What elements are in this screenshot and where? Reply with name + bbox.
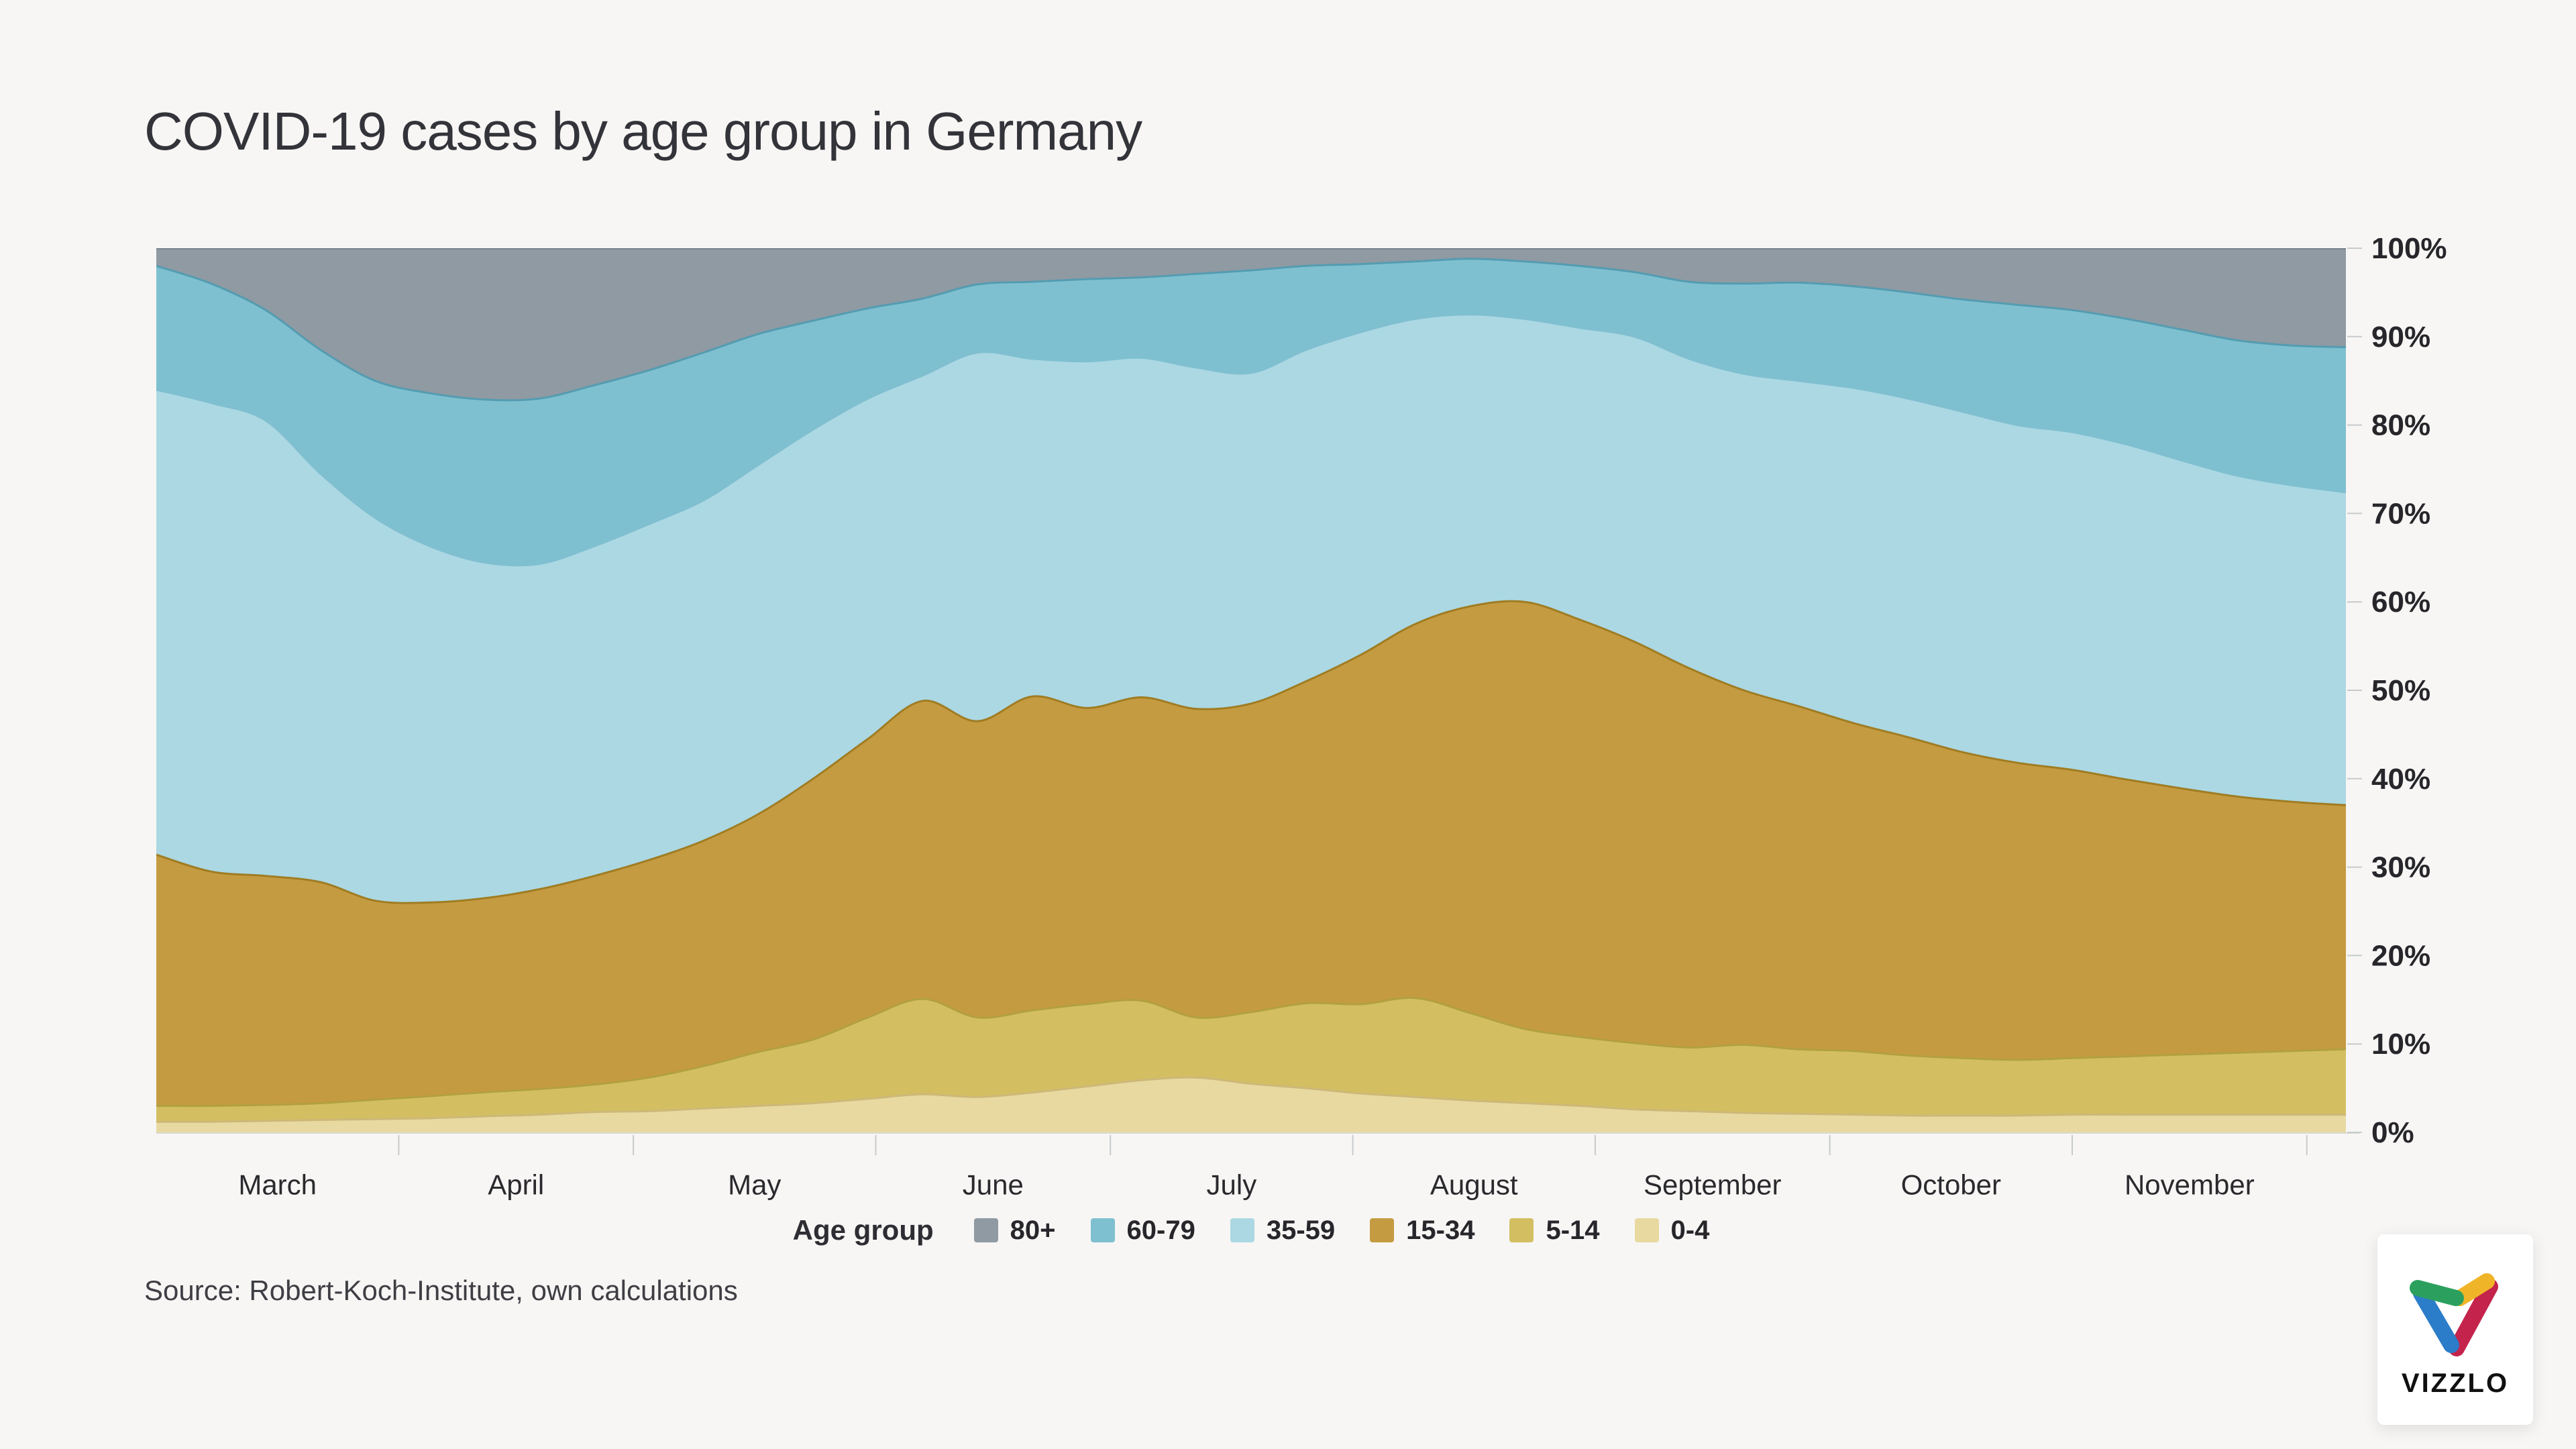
area-edge-35-59 [156,313,2346,567]
area-band-60-79 [156,258,2346,566]
legend-label: 60-79 [1126,1215,1195,1245]
area-edge-5-14 [156,996,2346,1108]
x-axis-label: August [1430,1169,1518,1200]
y-axis-label: 40% [2371,763,2430,796]
area-band-0-4 [156,1077,2346,1132]
y-axis-label: 0% [2371,1116,2414,1149]
legend-item: 0-4 [1634,1215,1710,1246]
area-band-5-14 [156,998,2346,1122]
y-axis-label: 70% [2371,497,2430,530]
legend-item: 15-34 [1370,1216,1474,1246]
legend-items: 80+ 60-79 35-59 15-34 5-14 0-4 [973,1215,1710,1246]
y-axis-label: 10% [2371,1028,2430,1061]
legend-swatch [1370,1218,1395,1242]
legend-label: 15-34 [1406,1215,1475,1245]
legend-item: 35-59 [1230,1216,1335,1246]
y-axis-label: 90% [2371,321,2430,354]
area-band-15-34 [156,601,2346,1106]
x-axis-label: March [238,1169,317,1200]
vizzlo-logo-text: VIZZLO [2401,1368,2510,1398]
vizzlo-logo-icon [2410,1273,2498,1356]
y-axis-label: 80% [2371,409,2430,442]
area-edge-0-4 [156,1076,2346,1123]
x-axis-label: May [728,1169,781,1200]
legend-item: 60-79 [1090,1215,1195,1246]
area-band-80+ [156,248,2346,400]
x-axis-label: April [488,1169,544,1200]
legend-label: 35-59 [1266,1215,1336,1245]
x-axis-label: June [963,1169,1024,1200]
legend-swatch [1509,1218,1534,1242]
x-axis-label: July [1207,1169,1257,1200]
y-axis-label: 100% [2371,232,2447,265]
y-axis-label: 30% [2371,851,2430,884]
x-axis-label: November [2125,1169,2255,1200]
y-axis-label: 20% [2371,939,2430,972]
plot-area [156,248,2346,1132]
legend-label: 80+ [1010,1215,1056,1245]
source-note: Source: Robert-Koch-Institute, own calcu… [144,1275,738,1306]
legend-title: Age group [792,1214,934,1246]
area-edge-60-79 [156,258,2346,402]
legend-swatch [1634,1218,1659,1242]
legend-swatch [973,1218,998,1242]
legend-item: 80+ [973,1215,1056,1246]
area-edge-15-34 [156,600,2346,904]
area-band-35-59 [156,314,2346,904]
y-axis-label: 50% [2371,674,2430,707]
x-axis-label: October [1901,1169,2001,1200]
y-axis-label: 60% [2371,586,2430,619]
legend: Age group 80+ 60-79 35-59 15-34 5-14 0-4 [156,1206,2346,1254]
x-axis-label: September [1644,1169,1781,1200]
legend-swatch [1090,1218,1115,1242]
vizzlo-logo-card: VIZZLO [2377,1234,2533,1425]
legend-label: 0-4 [1670,1215,1710,1245]
legend-item: 5-14 [1509,1215,1600,1246]
legend-label: 5-14 [1546,1215,1600,1245]
legend-swatch [1230,1218,1254,1242]
chart-title: COVID-19 cases by age group in Germany [144,101,1142,161]
